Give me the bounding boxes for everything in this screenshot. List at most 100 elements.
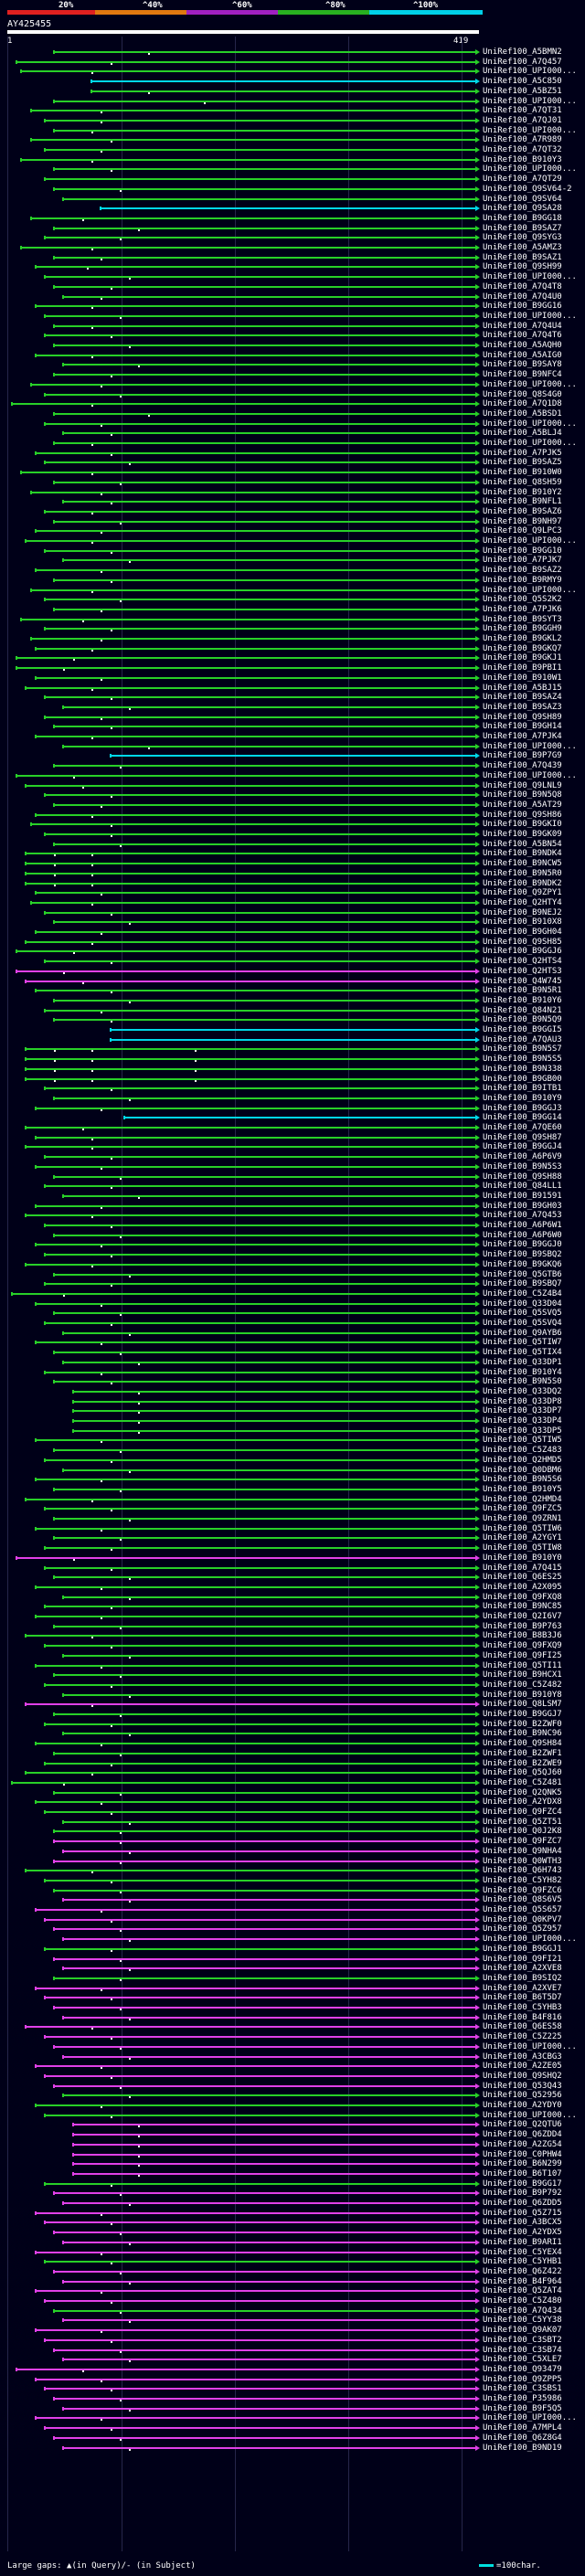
hit-row[interactable]: UniRef100_C5Z225 <box>0 2032 585 2042</box>
hit-label[interactable]: UniRef100_Q5TIW7 <box>483 1338 562 1348</box>
hit-bar[interactable] <box>54 726 475 728</box>
hit-bar[interactable] <box>35 569 475 572</box>
hit-label[interactable]: UniRef100_A7PJK4 <box>483 732 562 741</box>
hit-row[interactable]: UniRef100_A5AIG0 <box>0 351 585 361</box>
hit-label[interactable]: UniRef100_A5BJ15 <box>483 683 562 693</box>
hit-bar[interactable] <box>21 158 475 161</box>
hit-bar[interactable] <box>110 1029 475 1031</box>
hit-row[interactable]: UniRef100_C5Z483 <box>0 1446 585 1456</box>
hit-row[interactable]: UniRef100_B9PBI1 <box>0 663 585 673</box>
hit-bar[interactable] <box>72 2163 475 2166</box>
hit-row[interactable]: UniRef100_Q9SYG3 <box>0 233 585 243</box>
hit-label[interactable]: UniRef100_A7PJK6 <box>483 604 562 614</box>
hit-label[interactable]: UniRef100_B910Y5 <box>483 1484 562 1494</box>
hit-bar[interactable] <box>16 657 475 660</box>
hit-row[interactable]: UniRef100_C5YH82 <box>0 1876 585 1886</box>
hit-row[interactable]: UniRef100_Q2HTY4 <box>0 898 585 908</box>
hit-bar[interactable] <box>63 364 475 366</box>
hit-label[interactable]: UniRef100_Q33DP7 <box>483 1406 562 1416</box>
hit-row[interactable]: UniRef100_B9GG14 <box>0 1113 585 1123</box>
hit-bar[interactable] <box>54 1273 475 1276</box>
hit-label[interactable]: UniRef100_Q84N21 <box>483 1005 562 1015</box>
hit-bar[interactable] <box>54 843 475 845</box>
hit-row[interactable]: UniRef100_B9SYT3 <box>0 615 585 625</box>
hit-label[interactable]: UniRef100_B9NFC4 <box>483 370 562 380</box>
hit-bar[interactable] <box>54 1830 475 1833</box>
hit-bar[interactable] <box>72 1390 475 1393</box>
hit-label[interactable]: UniRef100_B9GGJ0 <box>483 1240 562 1250</box>
hit-label[interactable]: UniRef100_Q0KPV7 <box>483 1914 562 1924</box>
hit-label[interactable]: UniRef100_B910Y9 <box>483 1093 562 1103</box>
hit-label[interactable]: UniRef100_P35986 <box>483 2394 562 2403</box>
hit-bar[interactable] <box>44 599 475 601</box>
hit-label[interactable]: UniRef100_B9SAZ5 <box>483 458 562 468</box>
hit-row[interactable]: UniRef100_C3SB74 <box>0 2346 585 2356</box>
hit-label[interactable]: UniRef100_Q5TIW8 <box>483 1543 562 1553</box>
hit-row[interactable]: UniRef100_A7QT31 <box>0 106 585 116</box>
hit-label[interactable]: UniRef100_A5AIG0 <box>483 350 562 360</box>
hit-label[interactable]: UniRef100_Q9FI21 <box>483 1954 562 1964</box>
hit-bar[interactable] <box>44 1547 475 1550</box>
hit-row[interactable]: UniRef100_A7Q434 <box>0 2306 585 2316</box>
hit-bar[interactable] <box>72 2134 475 2136</box>
hit-bar[interactable] <box>44 2221 475 2224</box>
hit-label[interactable]: UniRef100_A7Q457 <box>483 57 562 67</box>
hit-label[interactable]: UniRef100_Q5SVQ4 <box>483 1319 562 1328</box>
hit-bar[interactable] <box>63 2446 475 2449</box>
hit-label[interactable]: UniRef100_B9NC96 <box>483 1729 562 1739</box>
hit-bar[interactable] <box>63 295 475 298</box>
hit-label[interactable]: UniRef100_Q5TI11 <box>483 1660 562 1670</box>
hit-row[interactable]: UniRef100_UPI000... <box>0 164 585 175</box>
hit-row[interactable]: UniRef100_Q2HTS4 <box>0 957 585 967</box>
hit-label[interactable]: UniRef100_B9GGJ3 <box>483 1103 562 1113</box>
hit-label[interactable]: UniRef100_B9P7G9 <box>483 751 562 761</box>
hit-bar[interactable] <box>44 1087 475 1090</box>
hit-row[interactable]: UniRef100_B9ITB1 <box>0 1084 585 1094</box>
hit-bar[interactable] <box>26 1263 475 1266</box>
hit-label[interactable]: UniRef100_Q6ZDD4 <box>483 2130 562 2140</box>
hit-bar[interactable] <box>26 1498 475 1500</box>
hit-label[interactable]: UniRef100_A2ZE05 <box>483 2062 562 2072</box>
hit-bar[interactable] <box>35 354 475 356</box>
hit-row[interactable]: UniRef100_Q6ES25 <box>0 1573 585 1583</box>
hit-label[interactable]: UniRef100_UPI000... <box>483 2041 577 2051</box>
hit-label[interactable]: UniRef100_B9N5S5 <box>483 1055 562 1065</box>
hit-label[interactable]: UniRef100_B9ARI1 <box>483 2237 562 2247</box>
hit-label[interactable]: UniRef100_A7Q4U4 <box>483 321 562 331</box>
hit-label[interactable]: UniRef100_B9N338 <box>483 1064 562 1074</box>
hit-label[interactable]: UniRef100_A7Q439 <box>483 761 562 771</box>
hit-label[interactable]: UniRef100_Q4W745 <box>483 976 562 986</box>
hit-label[interactable]: UniRef100_UPI000... <box>483 96 577 106</box>
hit-row[interactable]: UniRef100_B9GGJ3 <box>0 1104 585 1114</box>
hit-row[interactable]: UniRef100_Q0J2K8 <box>0 1827 585 1837</box>
hit-row[interactable]: UniRef100_C5Z482 <box>0 1680 585 1691</box>
hit-bar[interactable] <box>35 892 475 895</box>
hit-row[interactable]: UniRef100_Q9FZC5 <box>0 1504 585 1514</box>
hit-label[interactable]: UniRef100_Q6H743 <box>483 1866 562 1876</box>
hit-row[interactable]: UniRef100_B910Y3 <box>0 155 585 165</box>
hit-label[interactable]: UniRef100_Q9FZC7 <box>483 1837 562 1847</box>
hit-bar[interactable] <box>44 1762 475 1765</box>
hit-row[interactable]: UniRef100_UPI000... <box>0 380 585 390</box>
hit-row[interactable]: UniRef100_B910Y4 <box>0 1368 585 1378</box>
hit-bar[interactable] <box>54 1957 475 1960</box>
hit-row[interactable]: UniRef100_B9RMY9 <box>0 576 585 586</box>
hit-label[interactable]: UniRef100_Q0WTH3 <box>483 1856 562 1866</box>
hit-row[interactable]: UniRef100_Q9SH88 <box>0 1172 585 1182</box>
hit-label[interactable]: UniRef100_A7R989 <box>483 135 562 145</box>
hit-row[interactable]: UniRef100_B9GG17 <box>0 2179 585 2189</box>
hit-bar[interactable] <box>44 1947 475 1950</box>
hit-row[interactable]: UniRef100_B6T5D7 <box>0 1993 585 2003</box>
hit-bar[interactable] <box>54 2270 475 2273</box>
hit-bar[interactable] <box>26 540 475 542</box>
hit-row[interactable]: UniRef100_B9F5Q5 <box>0 2404 585 2414</box>
hit-bar[interactable] <box>44 1185 475 1188</box>
hit-bar[interactable] <box>44 1458 475 1461</box>
hit-bar[interactable] <box>54 2084 475 2087</box>
hit-bar[interactable] <box>26 872 475 875</box>
hit-label[interactable]: UniRef100_Q9FI25 <box>483 1650 562 1660</box>
hit-label[interactable]: UniRef100_Q9SH88 <box>483 1171 562 1182</box>
hit-bar[interactable] <box>12 1781 475 1784</box>
hit-row[interactable]: UniRef100_Q5S657 <box>0 1905 585 1915</box>
hit-bar[interactable] <box>54 1713 475 1715</box>
